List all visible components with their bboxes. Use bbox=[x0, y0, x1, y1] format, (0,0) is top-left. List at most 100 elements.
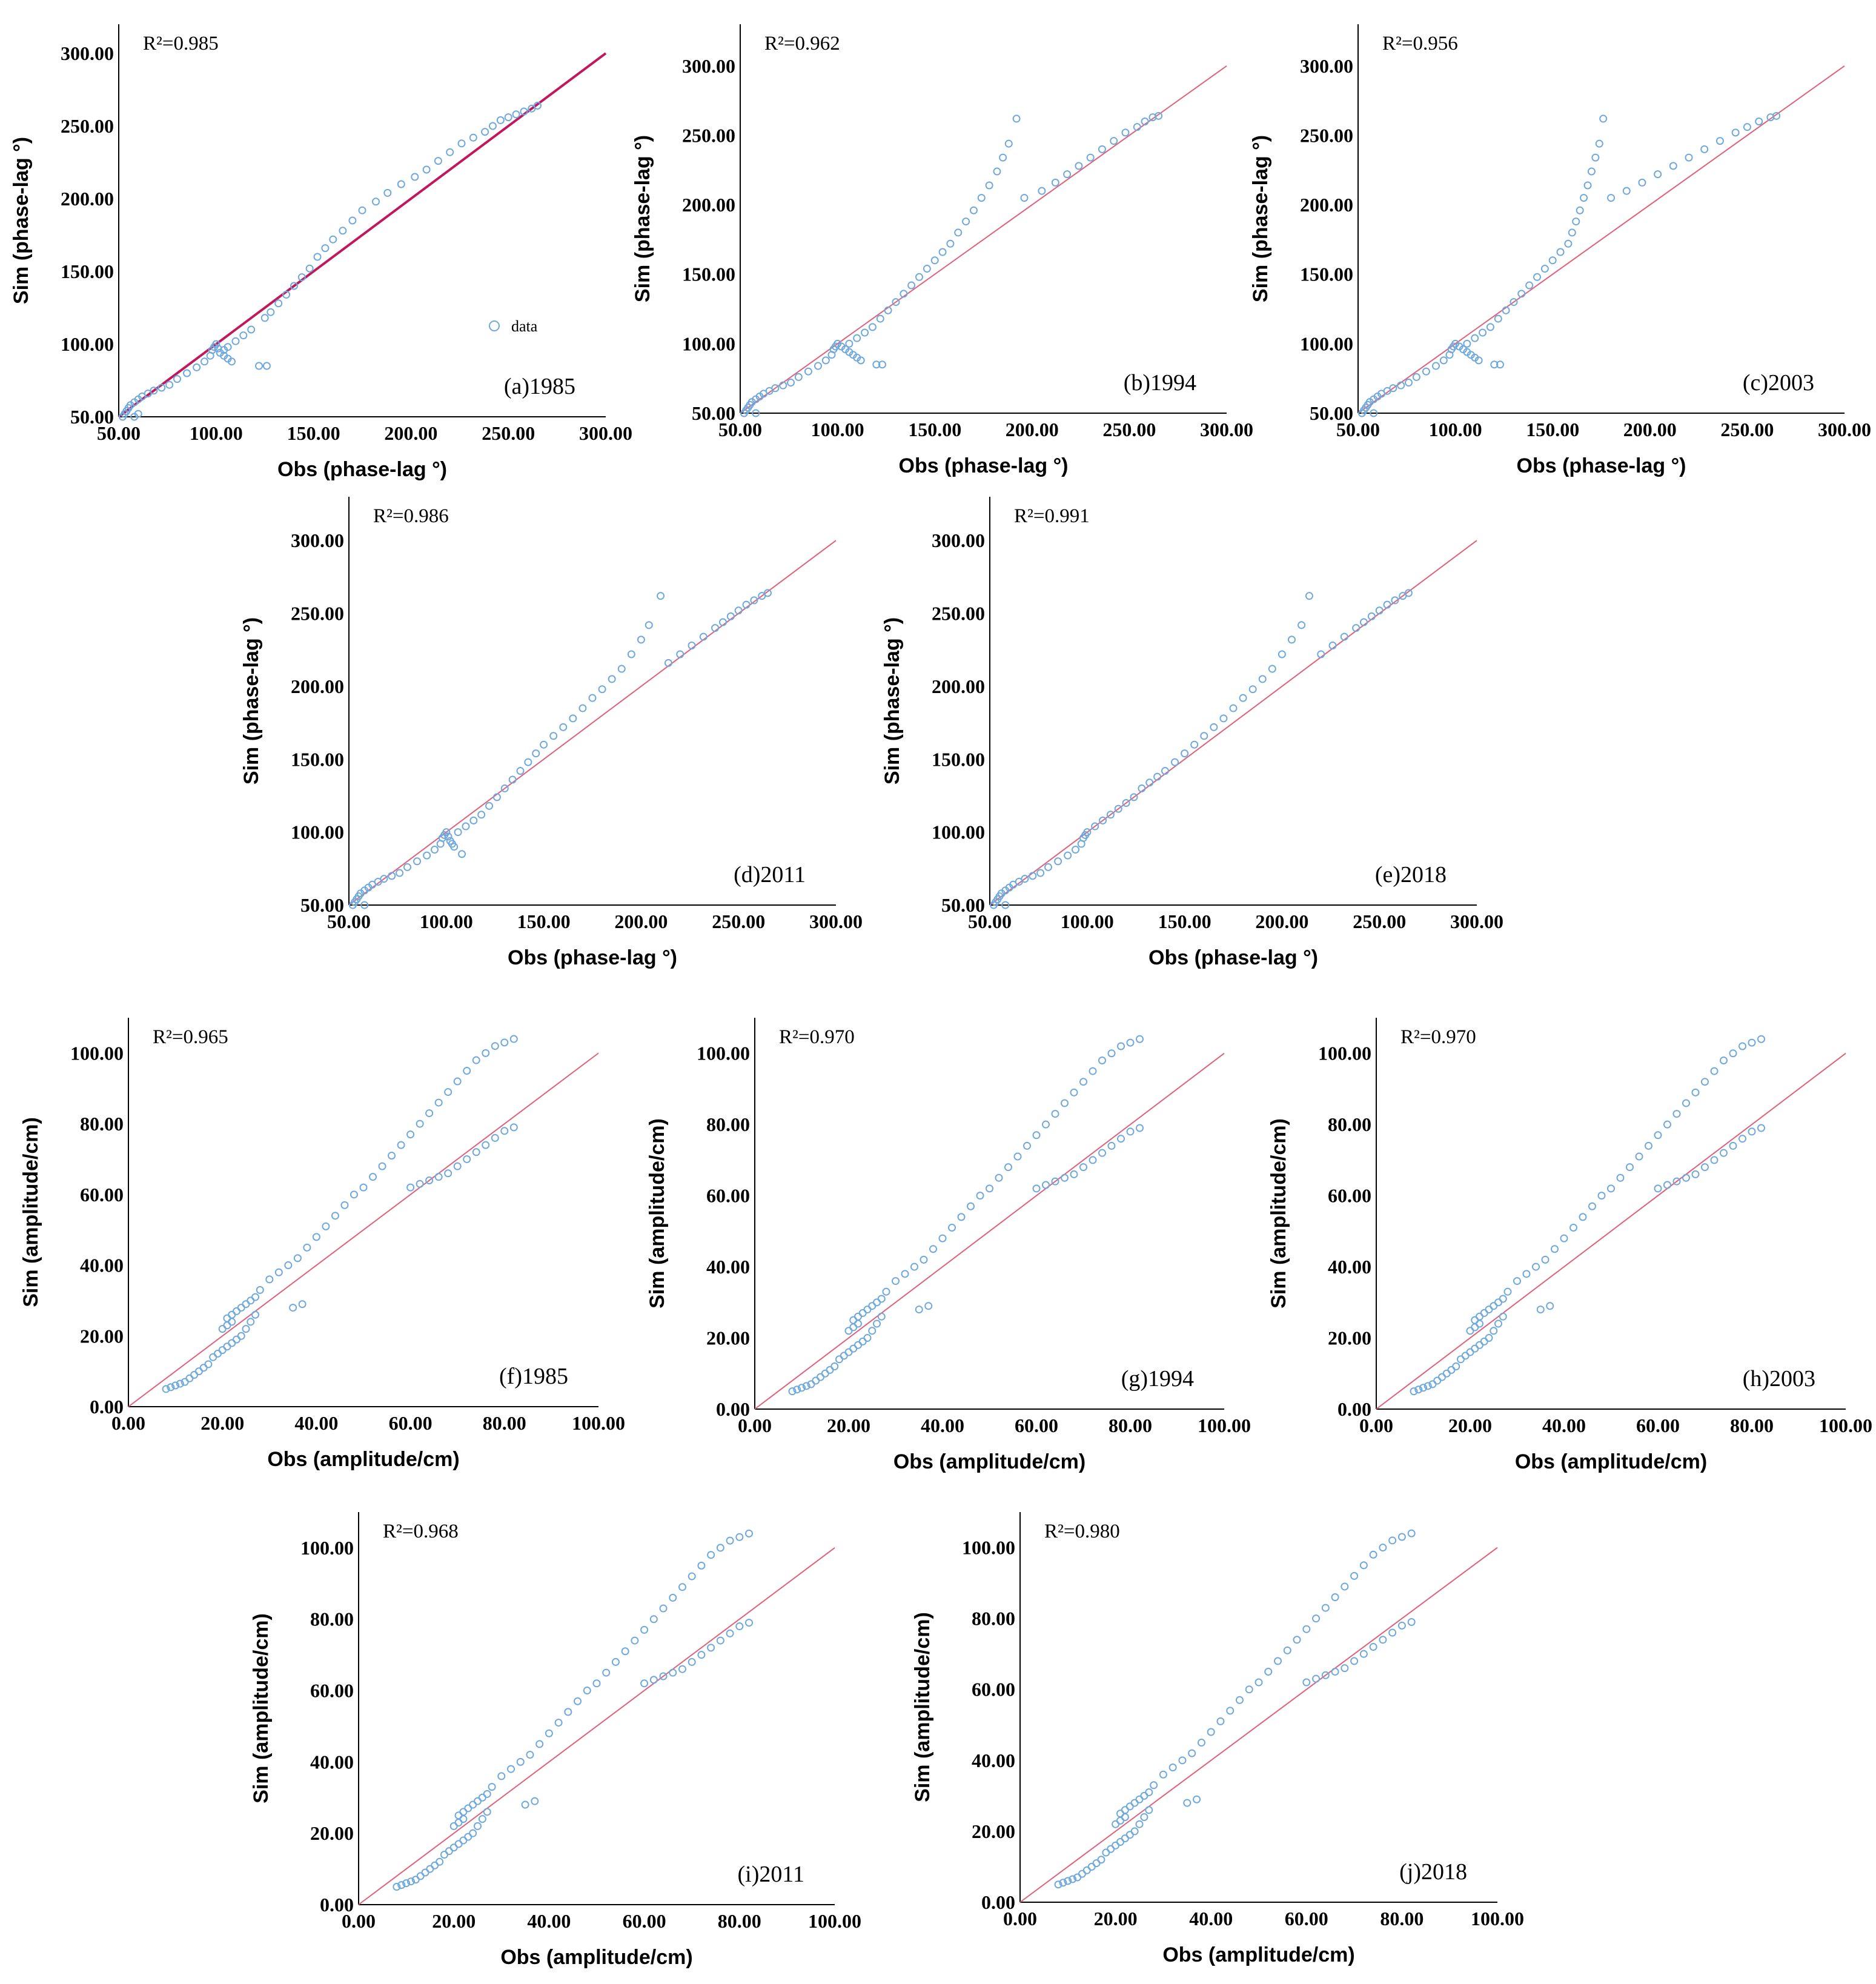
data-point bbox=[1431, 362, 1440, 370]
data-point bbox=[1126, 1127, 1135, 1136]
y-tick-label: 40.00 bbox=[1328, 1256, 1371, 1278]
data-point bbox=[1328, 642, 1337, 650]
identity-line bbox=[348, 540, 837, 906]
data-point bbox=[1020, 194, 1029, 202]
x-tick-label: 100.00 bbox=[808, 1910, 861, 1932]
data-point bbox=[1161, 767, 1169, 775]
x-tick-label: 60.00 bbox=[389, 1412, 433, 1434]
data-point bbox=[688, 642, 696, 650]
data-point bbox=[231, 337, 240, 345]
data-point bbox=[459, 1808, 468, 1816]
x-tick-label: 60.00 bbox=[1015, 1415, 1058, 1436]
data-point bbox=[524, 758, 532, 766]
x-tick-label: 100.00 bbox=[1198, 1415, 1251, 1436]
panel-j: 0.00 20.00 40.00 60.00 80.00 100.00 0.00 20.00 4… bbox=[911, 1512, 1524, 1966]
data-point bbox=[821, 356, 830, 365]
data-point bbox=[165, 380, 174, 389]
data-point bbox=[426, 1865, 434, 1873]
data-point bbox=[915, 273, 924, 281]
data-point bbox=[348, 216, 357, 225]
r-squared-label: R²=0.968 bbox=[383, 1521, 459, 1542]
x-tick-label: 20.00 bbox=[827, 1415, 870, 1436]
data-point bbox=[1588, 1202, 1596, 1210]
data-point bbox=[877, 1312, 886, 1321]
data-point bbox=[812, 1376, 820, 1385]
data-point bbox=[134, 410, 142, 418]
data-point bbox=[1522, 1270, 1531, 1278]
y-tick-label: 100.00 bbox=[697, 1043, 750, 1064]
data-point bbox=[1442, 1369, 1451, 1378]
data-point bbox=[1720, 1149, 1728, 1157]
data-point bbox=[1114, 805, 1122, 813]
data-point bbox=[1054, 1880, 1062, 1889]
data-point bbox=[442, 828, 451, 837]
data-point bbox=[1383, 600, 1391, 609]
data-point bbox=[1070, 1088, 1078, 1097]
data-point bbox=[239, 331, 248, 340]
data-point bbox=[993, 167, 1001, 176]
data-point bbox=[1235, 1696, 1244, 1704]
identity-line bbox=[989, 540, 1477, 906]
data-point bbox=[915, 1306, 923, 1314]
data-point bbox=[1572, 217, 1580, 226]
data-point bbox=[1091, 822, 1099, 831]
data-point bbox=[549, 732, 558, 740]
data-point bbox=[1012, 114, 1021, 123]
data-point bbox=[640, 1625, 649, 1634]
data-point bbox=[434, 1098, 443, 1107]
data-point bbox=[1054, 857, 1062, 866]
y-tick-label: 200.00 bbox=[1300, 194, 1353, 216]
x-tick-label: 100.00 bbox=[190, 422, 243, 444]
data-point bbox=[512, 110, 520, 119]
x-tick-label: 300.00 bbox=[1200, 419, 1253, 440]
data-point bbox=[574, 1697, 582, 1705]
r-squared-label: R²=0.970 bbox=[779, 1026, 855, 1048]
data-point bbox=[485, 801, 494, 810]
data-point bbox=[1731, 128, 1740, 137]
data-point bbox=[445, 1847, 453, 1856]
data-point bbox=[242, 1300, 250, 1309]
data-point bbox=[910, 1262, 918, 1271]
data-point bbox=[500, 1038, 509, 1047]
data-point bbox=[1036, 869, 1045, 877]
data-point bbox=[750, 596, 758, 605]
data-point bbox=[1494, 314, 1502, 323]
data-point bbox=[1098, 1056, 1106, 1064]
data-point bbox=[1145, 1806, 1153, 1814]
data-point bbox=[1359, 618, 1368, 626]
data-point bbox=[1001, 901, 1010, 909]
data-point bbox=[1168, 1763, 1177, 1772]
data-point bbox=[1587, 167, 1596, 176]
data-point bbox=[1098, 1149, 1106, 1157]
data-point bbox=[1541, 1255, 1550, 1264]
data-point bbox=[1490, 1327, 1498, 1335]
data-point bbox=[920, 1255, 928, 1264]
data-point bbox=[752, 409, 760, 417]
data-point bbox=[688, 1572, 696, 1581]
data-point bbox=[1540, 265, 1549, 273]
data-point bbox=[1772, 111, 1781, 120]
data-point bbox=[358, 206, 366, 214]
x-axis-label: Obs (amplitude/cm) bbox=[500, 1946, 692, 1969]
data-point bbox=[1089, 1156, 1097, 1164]
x-tick-label: 50.00 bbox=[968, 911, 1012, 932]
data-point bbox=[1122, 799, 1130, 807]
data-point bbox=[1064, 1877, 1072, 1885]
identity-line bbox=[754, 1052, 1225, 1410]
data-point bbox=[569, 714, 577, 723]
data-point bbox=[247, 325, 256, 334]
data-point bbox=[1130, 793, 1138, 801]
data-point bbox=[497, 1772, 506, 1780]
data-point bbox=[425, 1176, 434, 1184]
data-point bbox=[802, 1382, 810, 1390]
data-point bbox=[788, 1387, 797, 1396]
data-point bbox=[463, 1155, 471, 1163]
data-point bbox=[397, 1881, 406, 1889]
data-point bbox=[900, 290, 908, 298]
data-point bbox=[483, 1790, 491, 1798]
panel-label: (h)2003 bbox=[1743, 1366, 1815, 1392]
data-point bbox=[1153, 772, 1162, 781]
y-tick-label: 300.00 bbox=[291, 529, 344, 551]
data-point bbox=[228, 1339, 236, 1347]
y-tick-label: 60.00 bbox=[310, 1680, 354, 1702]
